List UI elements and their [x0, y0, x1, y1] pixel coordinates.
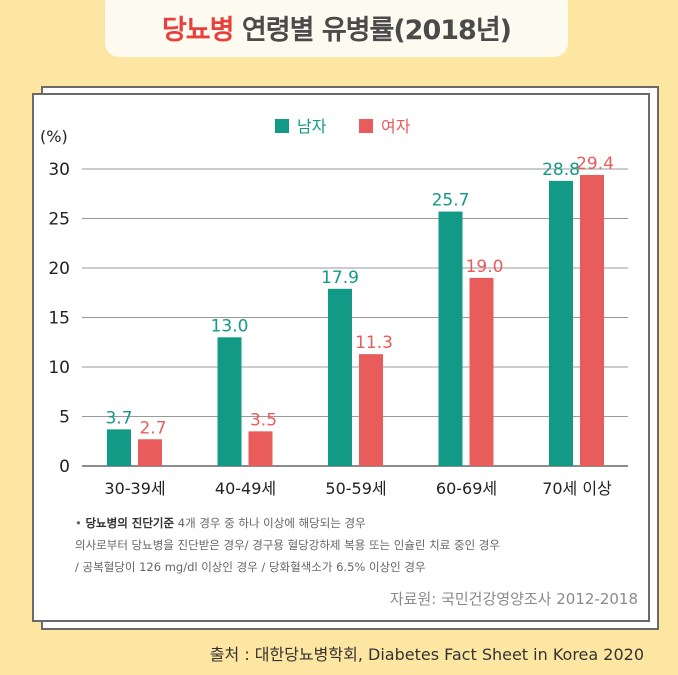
- y-tick-label: 5: [59, 408, 70, 428]
- data-source: 자료원: 국민건강영양조사 2012-2018: [389, 590, 638, 608]
- title-highlight: 당뇨병: [161, 15, 235, 46]
- bar-female: [248, 431, 273, 466]
- x-tick-label: 70세 이상: [542, 479, 612, 498]
- data-label: 3.5: [250, 410, 277, 430]
- page-title: 당뇨병 연령별 유병률(2018년): [105, 8, 568, 47]
- data-label: 2.7: [139, 418, 166, 438]
- x-tick-label: 50-59세: [325, 479, 386, 498]
- y-axis-label: (%): [40, 127, 68, 146]
- data-label: 3.7: [105, 408, 132, 428]
- diagnosis-note: • 당뇨병의 진단기준 4개 경우 중 하나 이상에 해당되는 경우 의사로부터…: [75, 512, 500, 578]
- legend-swatch-1: [359, 119, 373, 133]
- x-tick-label: 30-39세: [104, 479, 165, 498]
- bar-male: [107, 429, 131, 466]
- data-label: 11.3: [355, 333, 393, 353]
- note-line-2: 의사로부터 당뇨병을 진단받은 경우/ 경구용 혈당강하제 복용 또는 인슐린 …: [75, 538, 500, 552]
- bar-female: [359, 354, 383, 466]
- data-label: 28.8: [542, 160, 580, 180]
- data-label: 25.7: [432, 191, 470, 211]
- data-label: 13.0: [211, 316, 249, 336]
- criteria-label: 당뇨병의 진단기준: [85, 516, 175, 530]
- bar-male: [549, 180, 573, 466]
- title-box: 당뇨병 연령별 유병률(2018년): [105, 0, 568, 57]
- legend-label-1: 여자: [381, 117, 411, 136]
- y-tick-label: 25: [48, 210, 70, 230]
- title-rest: 연령별 유병률(2018년): [233, 15, 512, 46]
- legend-label-0: 남자: [297, 117, 327, 136]
- x-tick-label: 40-49세: [215, 479, 276, 498]
- y-tick-label: 20: [48, 259, 70, 279]
- bar-female: [580, 174, 604, 466]
- x-tick-label: 60-69세: [436, 479, 497, 498]
- data-label: 17.9: [321, 268, 359, 288]
- criteria-text: 4개 경우 중 하나 이상에 해당되는 경우: [174, 516, 366, 530]
- y-tick-label: 30: [48, 160, 70, 180]
- credit: 출처 : 대한당뇨병학회, Diabetes Fact Sheet in Kor…: [209, 645, 644, 664]
- bar-female: [138, 439, 162, 466]
- y-tick-label: 10: [48, 358, 70, 378]
- legend-swatch-0: [275, 119, 289, 133]
- note-line-3: / 공복혈당이 126 mg/dl 이상인 경우 / 당화혈색소가 6.5% 이…: [75, 560, 426, 574]
- data-label: 29.4: [576, 154, 614, 174]
- y-tick-label: 15: [48, 309, 70, 329]
- bullet: •: [75, 516, 82, 530]
- y-tick-label: 0: [59, 457, 70, 477]
- bar-male: [328, 288, 352, 466]
- data-label: 19.0: [466, 257, 504, 277]
- bar-male: [438, 211, 463, 466]
- bar-male: [217, 337, 242, 466]
- bar-female: [469, 277, 494, 466]
